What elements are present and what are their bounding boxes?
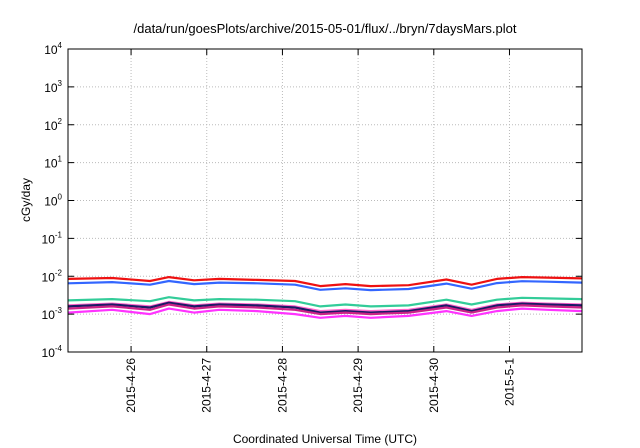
x-axis-label: Coordinated Universal Time (UTC) <box>233 432 417 446</box>
x-tick-label: 2015-4-29 <box>351 358 365 413</box>
y-axis: 104 103 102 101 100 10-1 10-2 10-3 10-4 <box>42 41 582 360</box>
series-line <box>67 276 583 288</box>
y-tick-label: 104 <box>44 41 62 57</box>
series-line <box>67 303 583 316</box>
y-tick-label: 10-1 <box>42 230 63 246</box>
x-tick-label: 2015-4-27 <box>200 358 214 413</box>
y-tick-label: 100 <box>44 193 62 209</box>
y-axis-label: cGy/day <box>19 178 33 222</box>
series-line <box>67 301 583 314</box>
x-tick-label: 2015-4-28 <box>275 358 289 413</box>
y-tick-label: 10-2 <box>42 268 63 284</box>
x-tick-label: 2015-4-30 <box>427 358 441 413</box>
series-line <box>67 296 583 308</box>
y-tick-label: 10-4 <box>42 344 63 360</box>
series-line <box>67 307 583 319</box>
y-tick-label: 103 <box>44 79 62 95</box>
x-tick-label: 2015-5-1 <box>502 358 516 406</box>
y-tick-label: 101 <box>44 155 62 171</box>
y-tick-label: 10-3 <box>42 306 63 322</box>
x-axis: 2015-4-26 2015-4-27 2015-4-28 2015-4-29 2015… <box>124 49 516 413</box>
x-tick-label: 2015-4-26 <box>124 358 138 413</box>
series-line <box>67 279 583 292</box>
y-tick-label: 102 <box>44 117 62 133</box>
series-lines <box>67 276 583 319</box>
chart-title: /data/run/goesPlots/archive/2015-05-01/f… <box>134 21 517 36</box>
